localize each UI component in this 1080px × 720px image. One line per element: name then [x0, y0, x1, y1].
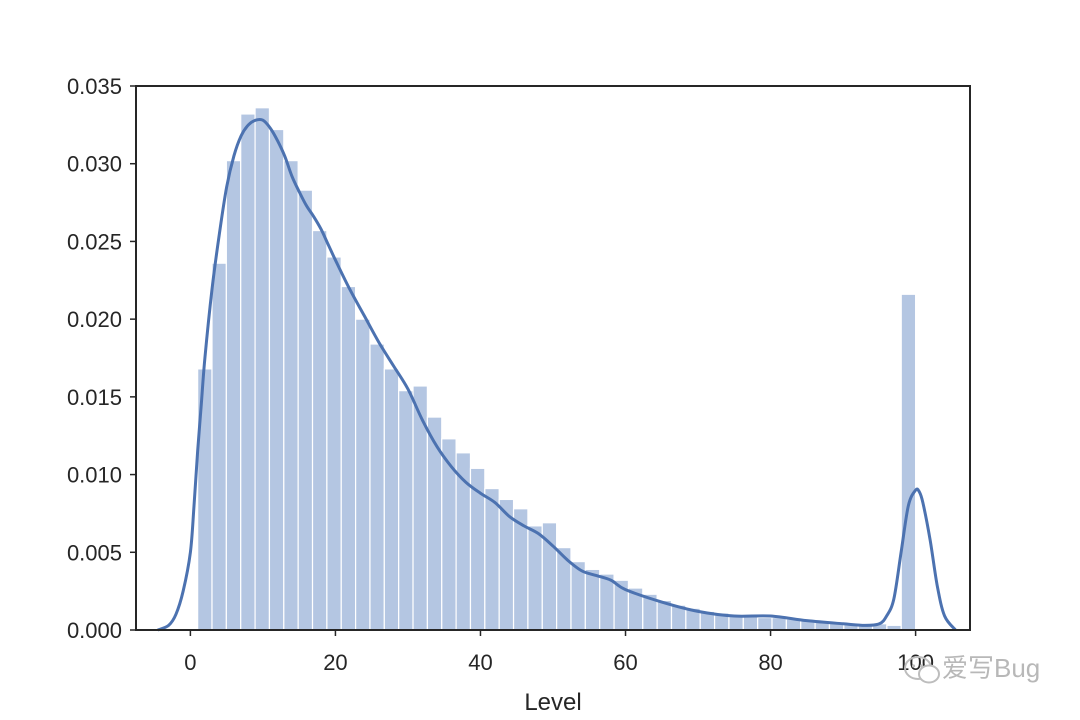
- histogram-bar: [584, 568, 601, 631]
- histogram-bar: [326, 256, 342, 631]
- histogram-bar: [297, 189, 314, 631]
- y-tick-label: 0.020: [67, 307, 122, 332]
- histogram-bar: [398, 390, 414, 631]
- y-tick-label: 0.025: [67, 229, 122, 254]
- kde-line: [157, 117, 957, 632]
- kde-curve-group: [157, 117, 957, 632]
- y-tick-label: 0.035: [67, 74, 122, 99]
- y-tick-label: 0.010: [67, 463, 122, 488]
- x-tick-label: 80: [758, 650, 782, 675]
- x-axis-ticks: 0 20 40 60 80 100: [184, 630, 934, 675]
- watermark: 爱写Bug: [904, 653, 1040, 684]
- x-tick-label: 40: [468, 650, 492, 675]
- histogram-bar: [742, 615, 759, 631]
- histogram-bar: [254, 107, 271, 631]
- histogram-bar: [757, 616, 773, 631]
- histogram-bar: [311, 229, 328, 631]
- y-axis-ticks: 0.000 0.005 0.010 0.015 0.020 0.025 0.030 0.035: [67, 74, 136, 643]
- y-tick-label: 0.030: [67, 152, 122, 177]
- histogram-bar: [283, 160, 299, 631]
- histogram-bar: [268, 128, 285, 631]
- x-tick-label: 60: [613, 650, 637, 675]
- histogram-bar: [527, 525, 543, 631]
- y-tick-label: 0.005: [67, 540, 122, 565]
- histogram-bar: [728, 615, 744, 631]
- histogram-bar: [369, 343, 385, 631]
- histogram-bar: [340, 285, 357, 631]
- histogram-bar: [225, 160, 242, 631]
- x-axis-label: Level: [524, 689, 581, 716]
- plot-frame: [135, 85, 971, 631]
- histogram-bar: [355, 318, 371, 631]
- histogram-bar: [240, 113, 256, 631]
- histogram-bars: [197, 107, 917, 631]
- wechat-icon: [904, 656, 940, 684]
- histogram-bar: [771, 616, 787, 631]
- histogram-bar: [900, 293, 917, 631]
- histogram-bar: [211, 262, 227, 631]
- y-tick-label: 0.015: [67, 385, 122, 410]
- x-tick-label: 20: [323, 650, 347, 675]
- histogram-bar: [484, 487, 500, 631]
- x-tick-label: 0: [184, 650, 196, 675]
- watermark-text: 爱写Bug: [942, 653, 1040, 683]
- histogram-bar: [383, 368, 400, 631]
- y-tick-label: 0.000: [67, 618, 122, 643]
